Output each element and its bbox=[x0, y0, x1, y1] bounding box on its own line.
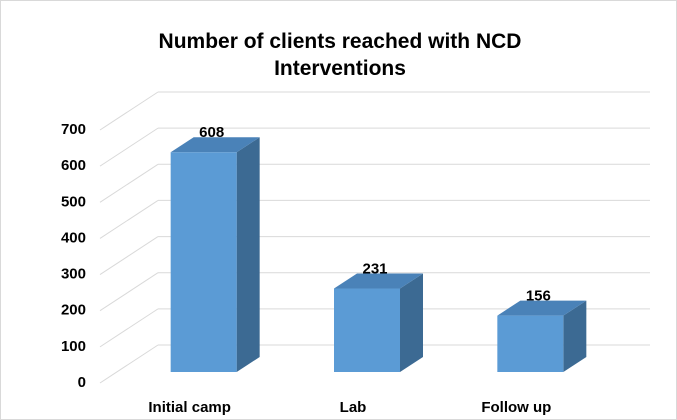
x-tick-label: Initial camp bbox=[148, 399, 231, 416]
y-tick-label: 700 bbox=[61, 121, 86, 138]
y-tick-label: 400 bbox=[61, 229, 86, 246]
grid-line bbox=[99, 272, 159, 312]
bar-top bbox=[170, 137, 260, 153]
y-tick-label: 0 bbox=[78, 374, 86, 391]
chart-title: Number of clients reached with NCD Inter… bbox=[158, 30, 522, 80]
grid-line bbox=[99, 163, 159, 203]
grid-line bbox=[99, 236, 159, 275]
bar-top bbox=[334, 273, 423, 289]
y-tick-label: 200 bbox=[61, 302, 86, 319]
grid-line bbox=[99, 200, 159, 239]
bar-side bbox=[236, 137, 260, 372]
x-tick-label: Lab bbox=[340, 399, 367, 416]
y-tick-label: 600 bbox=[61, 157, 86, 174]
grid-line bbox=[99, 91, 159, 131]
bar-side bbox=[563, 300, 587, 372]
y-tick-label: 100 bbox=[61, 338, 86, 355]
bar-top bbox=[497, 300, 587, 316]
grid-line bbox=[99, 344, 159, 384]
grid-line bbox=[99, 127, 159, 167]
bar bbox=[170, 152, 237, 372]
y-tick-label: 500 bbox=[61, 193, 86, 210]
y-tick-label: 300 bbox=[61, 266, 86, 283]
bar-side bbox=[400, 273, 423, 372]
data-label: 608 bbox=[199, 124, 224, 141]
data-label: 156 bbox=[526, 288, 551, 305]
bar bbox=[497, 315, 564, 372]
x-tick-label: Follow up bbox=[481, 399, 551, 416]
bar bbox=[334, 288, 400, 372]
grid-line bbox=[99, 308, 159, 348]
data-label: 231 bbox=[362, 260, 387, 277]
